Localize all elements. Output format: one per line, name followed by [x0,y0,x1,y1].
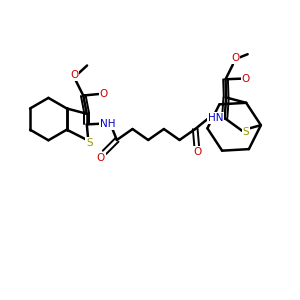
Text: NH: NH [100,119,115,129]
Text: O: O [100,89,108,99]
Text: O: O [242,74,250,84]
Text: S: S [86,138,93,148]
Text: O: O [97,153,105,163]
Text: O: O [231,53,239,63]
Text: HN: HN [208,113,224,123]
Text: O: O [193,147,201,157]
Text: S: S [243,127,249,137]
Text: O: O [70,70,79,80]
